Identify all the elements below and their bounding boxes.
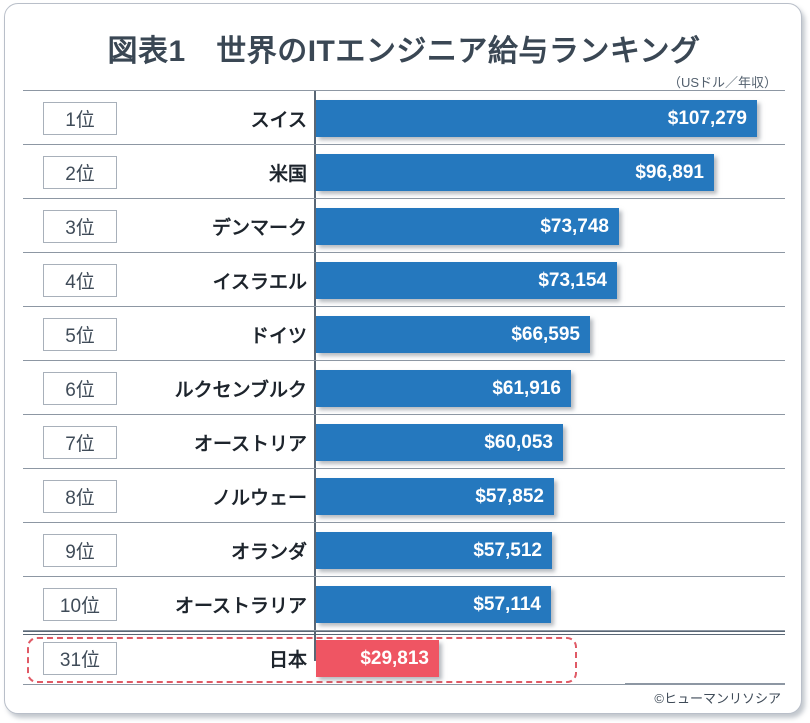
- bar: $57,114: [316, 586, 551, 623]
- row-separator: [23, 576, 785, 577]
- bar-container: $73,154: [316, 262, 617, 299]
- country-label: 日本: [268, 650, 307, 671]
- bar-value-label: $73,154: [538, 269, 607, 291]
- chart-unit-label: （USドル／年収）: [667, 75, 777, 90]
- chart-plot-area: 1位 スイス $107,279 2位 米国 $96,891 3位 デンマーク $73,748 4位…: [5, 90, 801, 685]
- rank-badge: 7位: [43, 426, 117, 459]
- row-separator: [23, 306, 785, 307]
- bar: $66,595: [316, 316, 590, 353]
- country-label: ルクセンブルク: [174, 380, 307, 401]
- country-label: デンマーク: [211, 218, 307, 239]
- table-row: 2位 米国 $96,891: [5, 145, 801, 199]
- bar: $61,916: [316, 370, 571, 407]
- bar: $57,512: [316, 532, 552, 569]
- bar: $96,891: [316, 154, 714, 191]
- page-title: 図表1 世界のITエンジニア給与ランキング: [107, 35, 701, 68]
- bar-container: $29,813: [316, 640, 439, 677]
- bar-value-label: $60,053: [484, 431, 553, 453]
- row-separator: [23, 684, 785, 685]
- row-separator: [23, 468, 785, 469]
- row-separator: [23, 198, 785, 199]
- rank-badge: 31位: [43, 642, 117, 675]
- table-row: 7位 オーストリア $60,053: [5, 415, 801, 469]
- bar-value-label: $96,891: [635, 161, 704, 183]
- row-separator: [23, 360, 785, 361]
- rank-badge: 5位: [43, 318, 117, 351]
- rank-badge: 6位: [43, 372, 117, 405]
- rank-badge: 2位: [43, 156, 117, 189]
- bar-container: $96,891: [316, 154, 714, 191]
- bar: $60,053: [316, 424, 563, 461]
- country-label: 米国: [268, 164, 307, 185]
- bar-container: $57,852: [316, 478, 554, 515]
- bar-container: $57,512: [316, 532, 552, 569]
- chart-header: 図表1 世界のITエンジニア給与ランキング （USドル／年収）: [5, 4, 801, 90]
- footer-rule: [625, 683, 785, 684]
- rank-break-rule-lower: [23, 634, 785, 635]
- bar-value-label: $57,114: [473, 593, 541, 615]
- table-row: 31位 日本 $29,813: [5, 631, 801, 685]
- country-label: オーストリア: [193, 434, 307, 455]
- row-separator: [23, 630, 785, 631]
- bar: $57,852: [316, 478, 554, 515]
- table-row: 3位 デンマーク $73,748: [5, 199, 801, 253]
- bar-value-label: $57,512: [473, 539, 542, 561]
- country-label: ノルウェー: [211, 488, 307, 509]
- bar: $107,279: [316, 100, 757, 137]
- country-label: スイス: [250, 110, 307, 131]
- chart-card: 図表1 世界のITエンジニア給与ランキング （USドル／年収） 1位 スイス $10…: [4, 3, 802, 714]
- row-separator: [23, 414, 785, 415]
- row-separator: [23, 252, 785, 253]
- country-label: ドイツ: [249, 326, 307, 347]
- country-label: イスラエル: [212, 272, 307, 293]
- rank-badge: 1位: [43, 102, 117, 135]
- bar: $73,748: [316, 208, 619, 245]
- bar-value-label: $61,916: [492, 377, 561, 399]
- rank-badge: 3位: [43, 210, 117, 243]
- rank-break-rule-upper: [23, 631, 785, 632]
- bar-container: $61,916: [316, 370, 571, 407]
- bar-container: $66,595: [316, 316, 590, 353]
- table-row: 5位 ドイツ $66,595: [5, 307, 801, 361]
- bar-container: $107,279: [316, 100, 757, 137]
- rank-badge: 9位: [43, 534, 117, 567]
- row-separator: [23, 522, 785, 523]
- rank-badge: 4位: [43, 264, 117, 297]
- copyright-credit: ©ヒューマンリソシア: [654, 691, 781, 706]
- bar-value-label: $73,748: [540, 215, 609, 237]
- rank-badge: 8位: [43, 480, 117, 513]
- bar-container: $60,053: [316, 424, 563, 461]
- country-label: オーストラリア: [174, 596, 307, 617]
- bar-value-label: $107,279: [667, 107, 747, 129]
- plot-top-rule: [23, 90, 785, 91]
- country-label: オランダ: [230, 542, 307, 563]
- bar-value-label: $66,595: [511, 323, 580, 345]
- table-row: 9位 オランダ $57,512: [5, 523, 801, 577]
- bar: $73,154: [316, 262, 617, 299]
- row-separator: [23, 144, 785, 145]
- rank-badge: 10位: [43, 588, 117, 621]
- bar-value-label: $29,813: [360, 647, 429, 669]
- bar-highlight: $29,813: [316, 640, 439, 677]
- table-row: 8位 ノルウェー $57,852: [5, 469, 801, 523]
- table-row: 1位 スイス $107,279: [5, 91, 801, 145]
- bar-container: $57,114: [316, 586, 551, 623]
- chart-footer: ©ヒューマンリソシア: [5, 683, 801, 713]
- bar-container: $73,748: [316, 208, 619, 245]
- table-row: 10位 オーストラリア $57,114: [5, 577, 801, 631]
- table-row: 4位 イスラエル $73,154: [5, 253, 801, 307]
- value-axis-line: [314, 91, 316, 661]
- table-row: 6位 ルクセンブルク $61,916: [5, 361, 801, 415]
- bar-value-label: $57,852: [475, 485, 544, 507]
